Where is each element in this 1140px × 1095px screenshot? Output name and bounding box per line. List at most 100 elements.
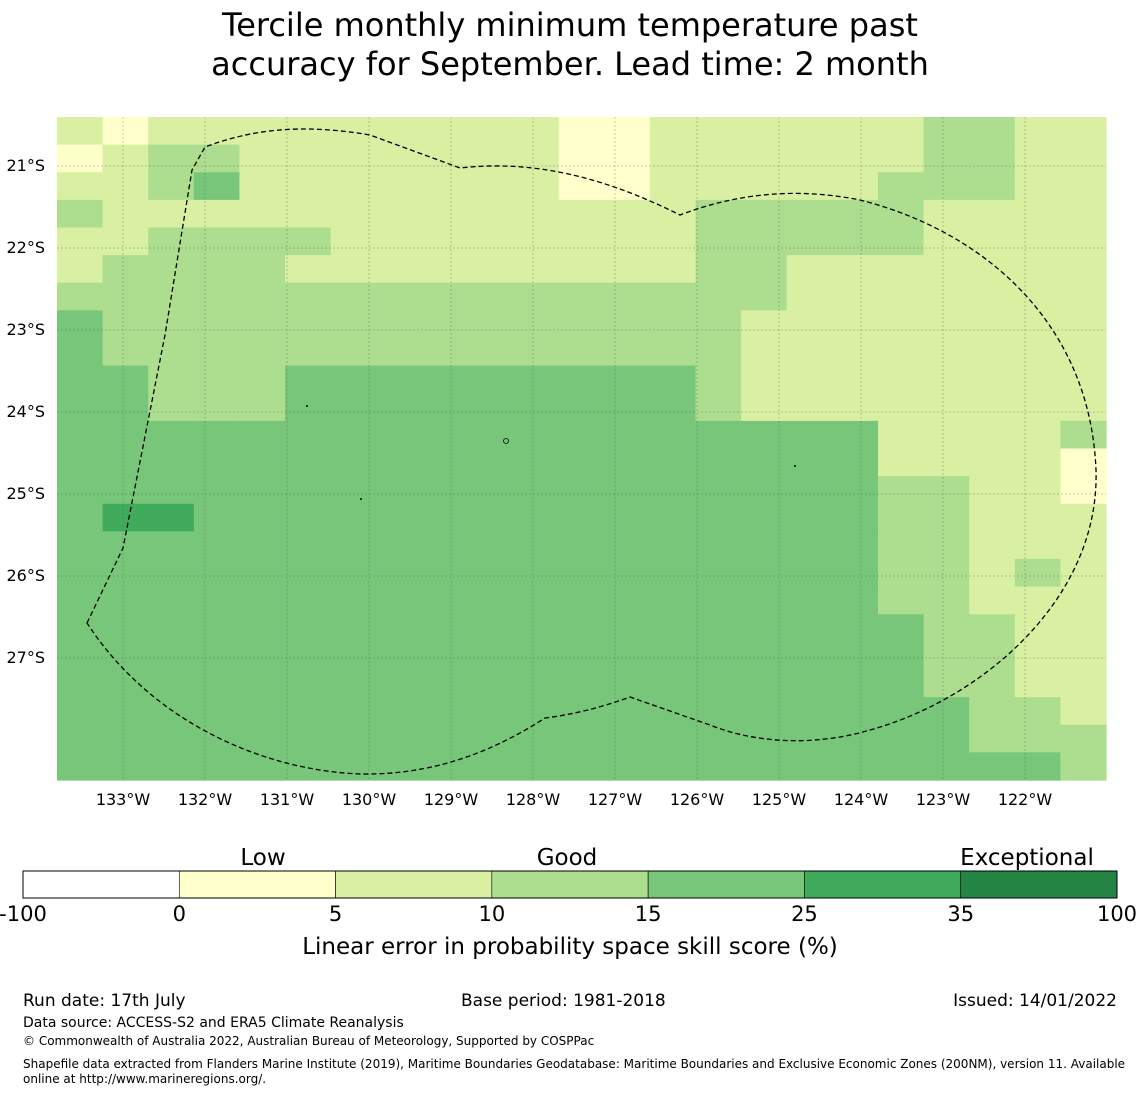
grid-cell: [421, 559, 469, 588]
grid-cell: [1014, 282, 1061, 311]
grid-cell: [1014, 531, 1061, 560]
grid-cell: [969, 669, 1016, 698]
grid-cell: [376, 282, 423, 311]
grid-cell: [193, 724, 241, 753]
grid-cell: [558, 531, 605, 560]
grid-cell: [467, 282, 514, 311]
grid-cell: [786, 393, 833, 422]
grid-cell: [604, 199, 651, 229]
grid-cell: [558, 338, 605, 367]
grid-cell: [330, 724, 377, 753]
grid-cell: [741, 503, 788, 532]
grid-cell: [786, 669, 833, 698]
grid-cell: [604, 227, 651, 256]
grid-cell: [558, 420, 605, 450]
grid-cell: [786, 531, 833, 560]
copyright: © Commonwealth of Australia 2022, Austra…: [23, 1034, 595, 1048]
grid-cell: [193, 420, 241, 450]
grid-cell: [695, 310, 742, 339]
grid-cell: [285, 393, 332, 422]
grid-cell: [376, 172, 423, 201]
grid-cell: [193, 199, 241, 229]
grid-cell: [649, 393, 697, 422]
grid-cell: [57, 282, 104, 311]
longitude-labels: 133°W 132°W 131°W 130°W 129°W 128°W 127°W 126°W…: [96, 790, 1053, 809]
grid-cell: [1060, 697, 1107, 726]
grid-cell: [604, 365, 651, 394]
grid-cell: [604, 641, 651, 671]
grid-cell: [57, 365, 104, 394]
grid-cell: [1060, 448, 1107, 477]
grid-cell: [832, 199, 879, 229]
grid-cell: [467, 338, 514, 367]
grid-cell: [330, 586, 377, 615]
grid-cell: [786, 172, 833, 201]
grid-cell: [877, 697, 925, 726]
grid-cell: [558, 282, 605, 311]
grid-cell: [102, 669, 149, 698]
grid-cell: [102, 559, 149, 588]
grid-cell: [1014, 117, 1061, 146]
grid-cell: [57, 117, 104, 146]
grid-cell: [148, 310, 195, 339]
grid-cell: [467, 669, 514, 698]
grid-cell: [558, 641, 605, 671]
grid-cell: [741, 531, 788, 560]
grid-cell: [877, 117, 925, 146]
grid-cell: [376, 338, 423, 367]
grid-cell: [1060, 669, 1107, 698]
grid-cell: [786, 586, 833, 615]
grid-cell: [57, 255, 104, 284]
grid-cell: [376, 503, 423, 532]
grid-cell: [786, 144, 833, 173]
grid-cell: [1060, 117, 1107, 146]
grid-cell: [786, 365, 833, 394]
grid-cell: [421, 586, 469, 615]
grid-cell: [877, 282, 925, 311]
grid-cell: [148, 227, 195, 256]
grid-cell: [1060, 614, 1107, 643]
grid-cell: [467, 117, 514, 146]
grid-cell: [513, 697, 560, 726]
grid-cell: [695, 476, 742, 505]
grid-cell: [102, 117, 149, 146]
grid-cell: [786, 697, 833, 726]
grid-cell: [513, 227, 560, 256]
grid-cell: [421, 393, 469, 422]
grid-cell: [969, 420, 1016, 450]
grid-cell: [877, 752, 925, 781]
grid-cell: [786, 420, 833, 450]
grid-cell: [558, 117, 605, 146]
grid-cell: [376, 365, 423, 394]
grid-cell: [330, 669, 377, 698]
grid-cell: [695, 697, 742, 726]
grid-cell: [558, 669, 605, 698]
grid-cell: [695, 448, 742, 477]
grid-cell: [421, 282, 469, 311]
grid-cell: [741, 476, 788, 505]
grid-cell: [467, 420, 514, 450]
grid-cell: [421, 365, 469, 394]
grid-cell: [832, 697, 879, 726]
grid-cell: [695, 338, 742, 367]
grid-cell: [285, 752, 332, 781]
grid-cell: [832, 227, 879, 256]
grid-cell: [285, 641, 332, 671]
colorbar-segment: [804, 870, 962, 899]
grid-cell: [923, 614, 970, 643]
grid-cell: [923, 365, 970, 394]
grid-cell: [695, 641, 742, 671]
grid-cell: [741, 669, 788, 698]
grid-cell: [102, 199, 149, 229]
grid-cell: [102, 227, 149, 256]
grid-cell: [695, 255, 742, 284]
grid-cell: [421, 724, 469, 753]
grid-cell: [877, 172, 925, 201]
grid-cell: [376, 117, 423, 146]
grid-cell: [877, 641, 925, 671]
grid-cell: [285, 310, 332, 339]
grid-cell: [285, 614, 332, 643]
grid-cell: [513, 172, 560, 201]
grid-cell: [148, 503, 195, 532]
grid-cell: [376, 393, 423, 422]
